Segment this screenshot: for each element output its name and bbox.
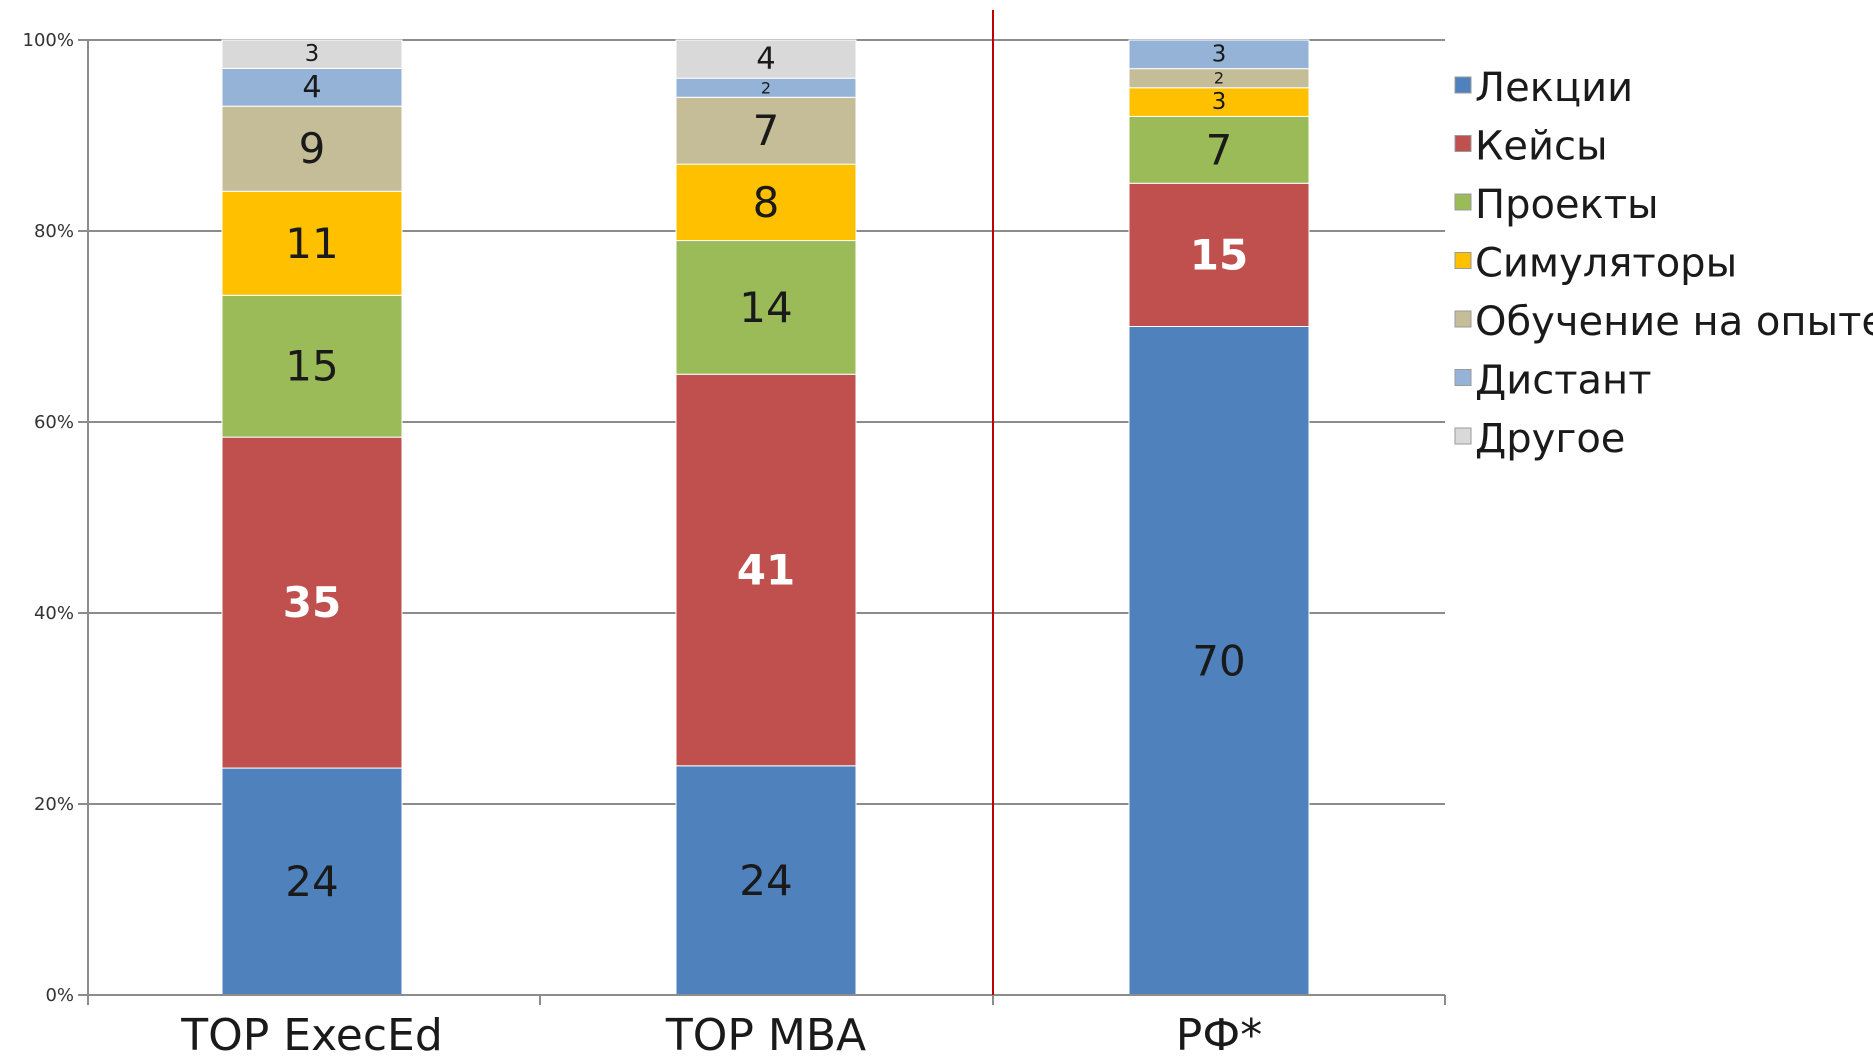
- legend-swatch: [1454, 369, 1472, 386]
- bar-segment: [221, 767, 403, 996]
- bar-segment: [1128, 39, 1310, 70]
- legend-label: Лекции: [1475, 65, 1633, 111]
- data-label: 24: [739, 856, 792, 905]
- y-tick-label: 0%: [45, 985, 74, 1006]
- data-label: 2: [761, 78, 771, 97]
- legend-swatch: [1454, 135, 1472, 152]
- legend-swatch: [1454, 427, 1472, 445]
- y-tick-label: 60%: [34, 412, 74, 433]
- legend-swatch: [1454, 252, 1472, 269]
- category-label: РФ*: [1176, 1010, 1262, 1061]
- data-label: 11: [285, 219, 338, 268]
- y-tick-label: 40%: [34, 603, 74, 624]
- legend-swatch: [1454, 76, 1472, 94]
- y-tick-label: 100%: [23, 30, 74, 51]
- bar-segment: [675, 163, 857, 242]
- bar-segment: [1128, 326, 1310, 996]
- legend-label: Дистант: [1475, 358, 1652, 404]
- legend: Лекции Кейсы Проекты Симуляторы Обучение на …: [1454, 65, 1873, 462]
- data-label: 15: [1190, 230, 1248, 279]
- bar-segment: [675, 373, 857, 767]
- data-label: 7: [1206, 125, 1233, 174]
- category-label: TOP MBA: [665, 1010, 866, 1061]
- legend-label: Симуляторы: [1475, 241, 1737, 287]
- y-tick-label: 80%: [34, 221, 74, 242]
- legend-label: Обучение на опыте: [1475, 299, 1873, 345]
- data-label: 35: [283, 578, 341, 627]
- data-label: 14: [739, 283, 792, 332]
- bar-segment: [221, 436, 403, 769]
- bar-segment: [675, 765, 857, 996]
- data-label: 3: [1212, 41, 1227, 67]
- data-label: 3: [1212, 89, 1227, 115]
- data-label: 41: [737, 546, 795, 595]
- bar-segment: [675, 240, 857, 375]
- legend-label: Другое: [1475, 416, 1625, 462]
- data-label: 24: [285, 857, 338, 906]
- legend-label: Проекты: [1475, 182, 1659, 228]
- data-label: 15: [285, 342, 338, 391]
- axis-layer: 0% 20% 40% 60% 80% 100% TOP ExecEd TOP MBA РФ*: [23, 10, 1446, 1061]
- data-label: 2: [1214, 69, 1224, 88]
- legend-swatch: [1454, 193, 1472, 211]
- bar-segment: [675, 39, 857, 79]
- data-label: 4: [302, 70, 321, 105]
- bar-segment: [1128, 182, 1310, 327]
- legend-label: Кейсы: [1475, 124, 1608, 170]
- data-label: 70: [1192, 636, 1245, 685]
- legend-swatch: [1454, 310, 1472, 328]
- bar-segment: [1128, 87, 1310, 117]
- bars-layer: [221, 39, 1310, 996]
- data-label: 4: [756, 42, 775, 77]
- data-label: 8: [753, 178, 780, 227]
- y-tick-label: 20%: [34, 794, 74, 815]
- data-label: 3: [305, 41, 319, 67]
- data-label: 7: [753, 106, 780, 155]
- bar-segment: [675, 96, 857, 165]
- data-label: 9: [299, 124, 326, 173]
- category-label: TOP ExecEd: [180, 1010, 443, 1061]
- bar-segment: [221, 39, 403, 69]
